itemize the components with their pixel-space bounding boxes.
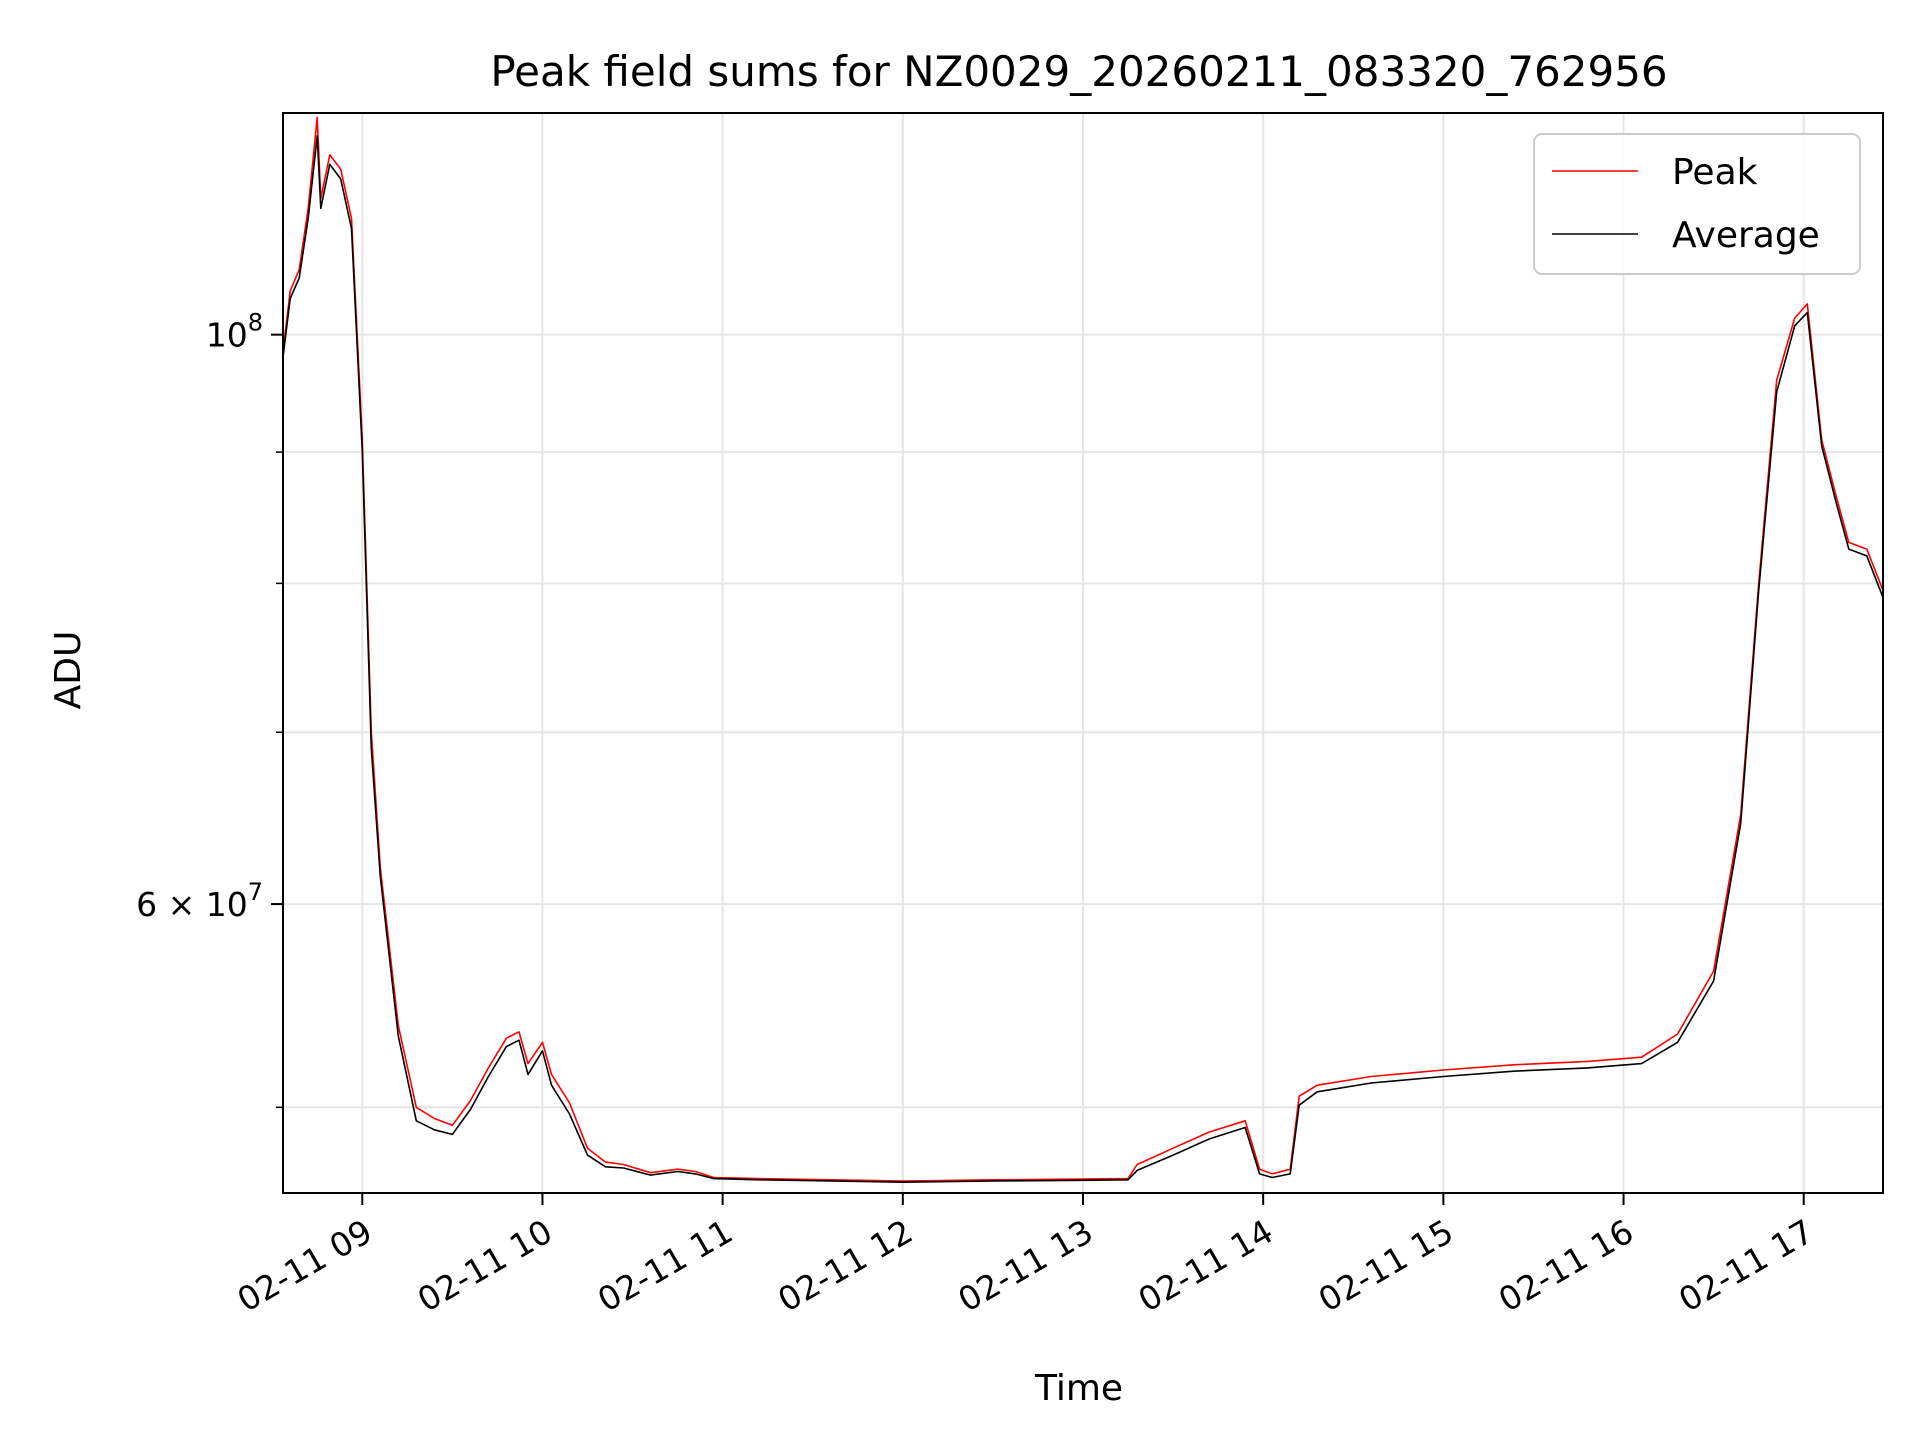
x-axis-label: Time — [1034, 1368, 1123, 1409]
legend-box — [1533, 133, 1861, 275]
legend-label-peak: Peak — [1672, 152, 1758, 193]
chart-title: Peak field sums for NZ0029_20260211_0833… — [490, 47, 1667, 96]
plot-series — [283, 116, 1883, 1183]
series-line-average — [283, 135, 1883, 1183]
y-axis-ticks: 108 6 × 107 — [136, 309, 283, 1109]
y-tick-label: 108 — [206, 309, 263, 355]
y-axis-label: ADU — [48, 631, 89, 710]
y-tick-label-exponent: 8 — [248, 309, 263, 337]
legend: Peak Average — [1533, 133, 1861, 275]
legend-label-average: Average — [1672, 215, 1820, 256]
series-line-peak — [283, 116, 1883, 1182]
y-tick-label-exponent: 7 — [248, 878, 263, 906]
y-tick-label-base: 6 × 10 — [136, 885, 248, 924]
grid — [283, 113, 1883, 1193]
y-tick-label-base: 10 — [206, 316, 248, 355]
y-tick-label: 6 × 107 — [136, 878, 263, 924]
